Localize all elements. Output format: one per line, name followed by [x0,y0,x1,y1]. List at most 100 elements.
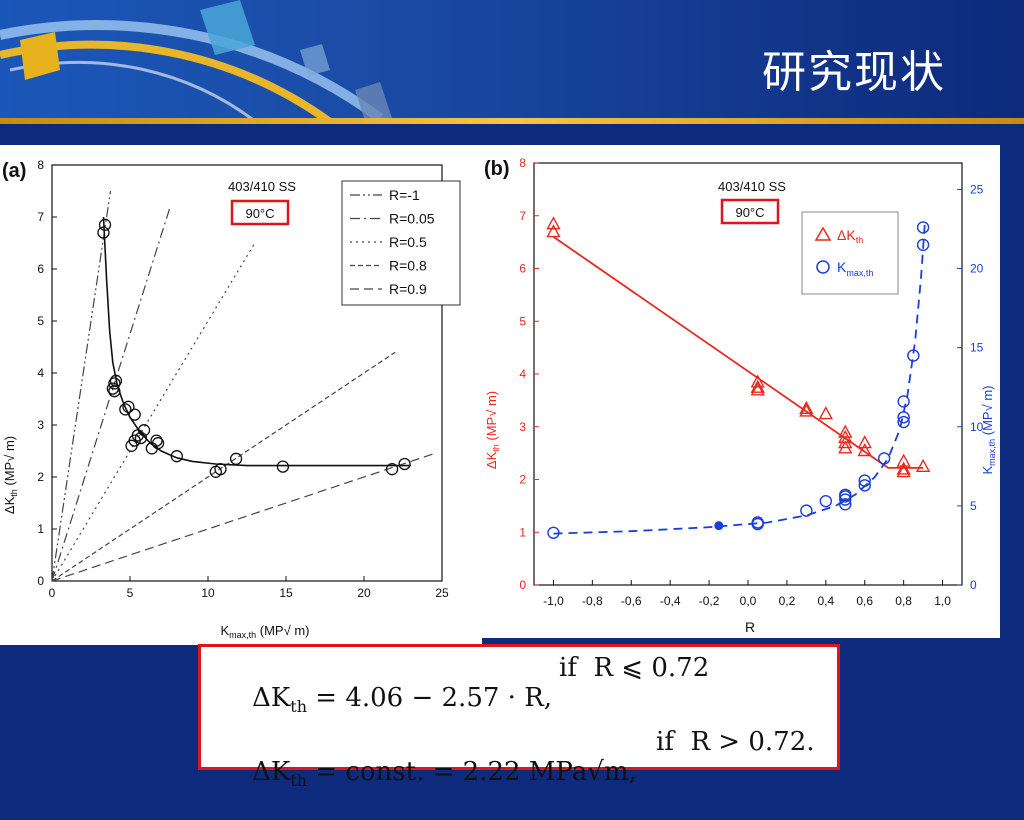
y-tick-label: 0 [37,574,44,588]
x-tick-label: 20 [357,586,371,600]
data-point [106,382,119,395]
temperature-label: 90°C [735,205,764,220]
y-tick-label: 4 [519,367,526,381]
data-point [128,408,141,421]
kmax-point [800,504,813,517]
reference-line [51,351,396,582]
data-point [229,452,243,465]
triangle-marker-icon [814,226,832,241]
x-tick-label: -0,6 [621,594,642,608]
y-tick-label: 2 [37,470,44,484]
data-point [98,218,112,231]
slide-banner [0,0,1024,130]
data-point [137,424,151,437]
x-tick-label: -0,2 [699,594,720,608]
data-point [108,385,121,398]
delta-k-point [857,435,872,449]
chart-panel-a: (a) 403/410 SS 90°C 0 5 10 15 20 25 0 1 2 3 4 5 6 7 8 … [0,145,482,645]
delta-k-fit-line [552,236,924,469]
data-point [398,457,411,471]
x-axis-label: R [745,619,755,635]
y-axis-label: ΔKth (MP√ m) [484,391,501,469]
y-tick-label: 3 [37,418,44,432]
circle-marker-icon [816,260,830,274]
x-tick-label: 0,8 [895,594,912,608]
y2-tick-label: 5 [970,499,977,513]
data-point [97,226,110,239]
kmax-point [897,415,910,429]
x-tick-label: 10 [201,586,215,600]
data-point [150,434,163,447]
y-tick-label: 4 [37,366,44,380]
legend-entry: R=0.5 [389,234,427,250]
data-point [119,403,132,416]
formula-subscript: th [290,771,307,791]
formula-line-2: ΔKth = const. = 2.22 MPa√m, [219,727,637,820]
kmax-point [907,349,920,362]
kmax-point [916,221,930,234]
y-tick-label: 7 [519,209,526,223]
delta-k-point [750,382,765,396]
x-tick-label: -0,4 [660,594,681,608]
delta-k-point [750,379,765,393]
legend: ΔKth Kmax,th [801,211,899,295]
delta-k-point [799,400,814,414]
kmax-point [819,494,833,508]
formula-subscript: th [290,697,307,717]
formula-rhs: = const. = 2.22 MPa√m, [307,757,637,787]
delta-k-point [838,435,853,449]
chart-panel-b: (b) 403/410 SS 90°C -1,0 -0,8 -0,6 -0,4 -0,2… [482,145,1000,638]
legend-entry: R=0.8 [389,258,427,274]
formula-rhs: = 4.06 − 2.57 · R, [307,683,553,713]
legend-entry: R=0.05 [389,211,435,227]
kmax-point [839,488,852,502]
data-point [134,431,148,445]
delta-k-point [799,403,814,417]
formula-box: ΔKth = 4.06 − 2.57 · R, if R ⩽ 0.72 ΔKth… [198,644,840,790]
y-tick-label: 1 [37,522,44,536]
kmax-point [839,498,852,511]
chart-b-svg: (b) 403/410 SS 90°C -1,0 -0,8 -0,6 -0,4 -0,2… [484,156,997,635]
y-tick-label: 0 [519,578,526,592]
data-point [276,460,290,473]
x-axis-label: Kmax,th (MP√ m) [220,623,309,640]
y2-tick-label: 20 [970,262,984,276]
y-tick-label: 6 [519,262,526,276]
reference-line [51,205,172,582]
delta-k-point [838,440,853,454]
chart-a-svg: (a) 403/410 SS 90°C 0 5 10 15 20 25012345678 … [2,158,461,640]
data-point [122,400,135,413]
kmax-point [839,493,852,506]
y-axis-label: ΔKth (MP√ m) [2,436,19,514]
delta-k-point [857,443,872,457]
kmax-point [897,395,910,408]
formula-condition-1: if R ⩽ 0.72 [559,653,710,683]
delta-k-point [546,224,561,238]
material-label: 403/410 SS [228,179,296,194]
temperature-box [230,199,290,226]
x-tick-label: 0,0 [740,594,757,608]
kmax-point [877,452,891,465]
kmax-point [858,474,871,487]
x-tick-label: 25 [435,586,449,600]
slide-title: 研究现状 [762,47,946,98]
x-tick-label: 0,6 [856,594,873,608]
x-tick-label: 0,2 [779,594,796,608]
legend: R=-1 R=0.05 R=0.5 R=0.8 R=0.9 [341,180,461,306]
formula-lhs: ΔK [252,683,291,713]
y-tick-label: 1 [519,525,526,539]
fit-curve [102,216,411,467]
reference-line [51,242,256,582]
x-tick-label: 0 [49,586,56,600]
y-tick-label: 2 [519,473,526,487]
legend-entry: R=-1 [389,187,420,203]
y-tick-label: 3 [519,420,526,434]
delta-k-point [915,458,931,473]
kmax-point [897,411,910,424]
kmax-filled-point [714,521,724,531]
y2-tick-label: 15 [970,341,984,355]
y-tick-label: 8 [519,156,526,170]
y2-tick-label: 0 [970,578,977,592]
delta-k-point [750,374,765,388]
y-tick-label: 5 [37,314,44,328]
